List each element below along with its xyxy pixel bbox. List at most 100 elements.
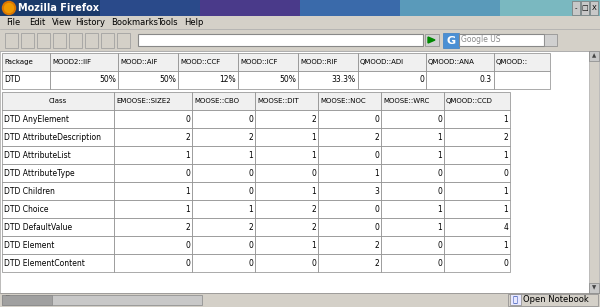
Text: 2: 2	[311, 204, 316, 213]
Bar	[114, 182, 192, 200]
Text: 1: 1	[185, 204, 190, 213]
Bar	[444, 200, 510, 218]
Bar	[192, 236, 255, 254]
Bar	[581, 1, 589, 15]
Text: MOOD::RIF: MOOD::RIF	[300, 59, 337, 65]
Bar	[318, 146, 381, 164]
Bar	[358, 53, 426, 71]
Bar	[138, 34, 423, 46]
Bar	[114, 218, 192, 236]
Bar	[21, 33, 34, 48]
Text: DTD ElementContent: DTD ElementContent	[4, 258, 85, 267]
Bar	[2, 295, 52, 305]
Text: 0: 0	[185, 115, 190, 123]
Bar	[0, 293, 600, 307]
Bar	[318, 110, 381, 128]
Text: 1: 1	[248, 204, 253, 213]
Bar	[255, 128, 318, 146]
Bar	[178, 53, 238, 71]
Bar	[114, 92, 192, 110]
Bar	[114, 236, 192, 254]
Text: Edit: Edit	[29, 18, 45, 27]
Text: 0: 0	[248, 115, 253, 123]
Bar	[192, 164, 255, 182]
Text: 1: 1	[185, 150, 190, 160]
Text: 1: 1	[503, 240, 508, 250]
Bar	[118, 71, 178, 89]
Text: 0: 0	[374, 150, 379, 160]
Text: QMOOD::CCD: QMOOD::CCD	[446, 98, 493, 104]
Bar	[114, 164, 192, 182]
Text: 2: 2	[374, 133, 379, 142]
Text: QMOOD::ADI: QMOOD::ADI	[360, 59, 404, 65]
Bar	[2, 92, 114, 110]
Text: 2: 2	[248, 223, 253, 231]
Text: 1: 1	[374, 169, 379, 177]
Bar	[444, 218, 510, 236]
Text: 2: 2	[311, 223, 316, 231]
Bar	[444, 92, 510, 110]
Bar	[426, 71, 494, 89]
Bar	[255, 182, 318, 200]
Bar	[238, 71, 298, 89]
Bar	[298, 53, 358, 71]
Text: 1: 1	[503, 115, 508, 123]
Bar	[318, 92, 381, 110]
Bar	[381, 110, 444, 128]
Text: Bookmarks: Bookmarks	[112, 18, 158, 27]
Bar	[2, 71, 50, 89]
Text: 2: 2	[374, 240, 379, 250]
Bar	[0, 0, 102, 16]
Text: 1: 1	[311, 240, 316, 250]
Text: 1: 1	[437, 223, 442, 231]
Text: View: View	[52, 18, 72, 27]
Bar	[100, 0, 202, 16]
Text: MOOSE::DIT: MOOSE::DIT	[257, 98, 299, 104]
Text: History: History	[75, 18, 105, 27]
Bar	[510, 294, 521, 305]
Bar	[114, 110, 192, 128]
Bar	[381, 128, 444, 146]
Bar	[381, 254, 444, 272]
Bar	[50, 53, 118, 71]
Bar	[444, 254, 510, 272]
Text: 1: 1	[503, 150, 508, 160]
Bar	[2, 200, 114, 218]
Bar	[2, 53, 50, 71]
Bar	[381, 92, 444, 110]
Bar	[200, 0, 302, 16]
Bar	[114, 146, 192, 164]
Text: 2: 2	[503, 133, 508, 142]
Bar	[255, 146, 318, 164]
Text: DTD Choice: DTD Choice	[4, 204, 49, 213]
Bar	[426, 53, 494, 71]
Bar	[118, 53, 178, 71]
Text: QMOOD::ANA: QMOOD::ANA	[428, 59, 475, 65]
Bar	[494, 53, 550, 71]
Text: Mozilla Firefox: Mozilla Firefox	[18, 3, 99, 13]
Bar	[508, 294, 598, 306]
Text: 4: 4	[503, 223, 508, 231]
Text: 0: 0	[503, 169, 508, 177]
Text: 0: 0	[437, 186, 442, 196]
Bar	[358, 71, 426, 89]
Bar	[2, 236, 114, 254]
Text: 0: 0	[374, 115, 379, 123]
Text: 2: 2	[185, 133, 190, 142]
Circle shape	[5, 3, 14, 13]
Bar	[238, 53, 298, 71]
Text: 1: 1	[503, 186, 508, 196]
Text: 0: 0	[437, 115, 442, 123]
Text: 2: 2	[185, 223, 190, 231]
Bar	[425, 34, 439, 46]
Text: 0: 0	[248, 169, 253, 177]
Text: 50%: 50%	[279, 76, 296, 84]
Text: QMOOD::: QMOOD::	[496, 59, 528, 65]
Bar	[381, 200, 444, 218]
Bar	[255, 218, 318, 236]
Text: File: File	[6, 18, 20, 27]
Text: 1: 1	[503, 204, 508, 213]
Text: DTD AttributeList: DTD AttributeList	[4, 150, 71, 160]
Text: EMOOSE::SIZE2: EMOOSE::SIZE2	[116, 98, 170, 104]
Text: Open Notebook: Open Notebook	[523, 296, 589, 305]
